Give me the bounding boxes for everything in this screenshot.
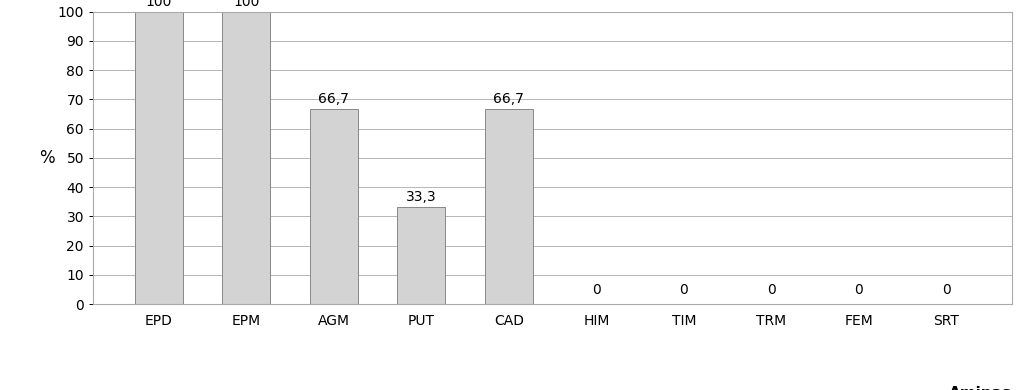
Text: 100: 100 xyxy=(146,0,173,9)
Text: 33,3: 33,3 xyxy=(406,190,437,204)
Text: 66,7: 66,7 xyxy=(318,92,349,106)
Text: Aminas: Aminas xyxy=(949,386,1012,390)
Bar xyxy=(222,12,271,304)
Y-axis label: %: % xyxy=(38,149,55,167)
Text: 0: 0 xyxy=(942,283,950,297)
Bar xyxy=(398,207,445,304)
Text: 66,7: 66,7 xyxy=(494,92,525,106)
Bar xyxy=(134,12,183,304)
Bar xyxy=(484,109,533,304)
Bar xyxy=(310,109,357,304)
Text: 0: 0 xyxy=(768,283,776,297)
Text: 100: 100 xyxy=(233,0,259,9)
Text: 0: 0 xyxy=(854,283,864,297)
Text: 0: 0 xyxy=(592,283,601,297)
Text: 0: 0 xyxy=(680,283,688,297)
